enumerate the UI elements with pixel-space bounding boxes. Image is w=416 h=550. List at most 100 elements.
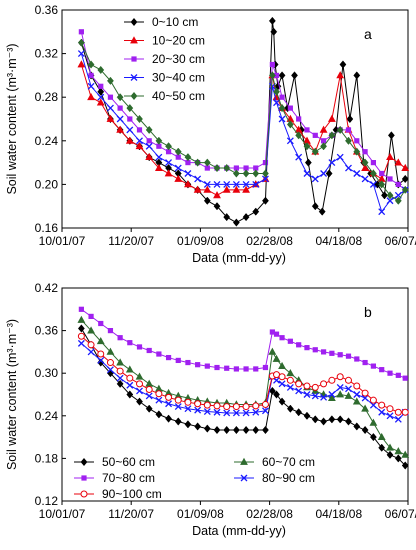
data-point <box>155 396 163 404</box>
data-point <box>154 163 163 171</box>
data-point <box>386 405 394 413</box>
data-point <box>278 397 286 406</box>
data-point <box>394 158 403 166</box>
data-point <box>165 159 173 167</box>
x-tick-label: 11/20/07 <box>108 234 154 248</box>
data-point <box>320 417 328 426</box>
data-point <box>320 380 328 388</box>
legend-label: 80~90 cm <box>262 471 315 485</box>
legend: 0~10 cm 10~20 cm 20~30 cm 30~40 cm 40~50 cm <box>124 15 205 103</box>
data-point <box>223 403 231 411</box>
data-point <box>304 345 310 351</box>
data-point <box>203 401 211 409</box>
data-point <box>77 50 85 58</box>
data-point <box>77 339 85 347</box>
series-4 <box>77 332 409 416</box>
data-point <box>145 386 153 394</box>
data-point <box>272 354 281 362</box>
data-point <box>185 359 191 366</box>
data-point <box>127 116 133 122</box>
data-point <box>362 359 368 366</box>
data-point <box>395 181 401 187</box>
data-point <box>213 202 221 211</box>
data-point <box>278 380 286 388</box>
legend-marker <box>240 474 248 482</box>
data-point <box>262 169 269 178</box>
data-point <box>145 404 153 413</box>
data-point <box>136 397 143 406</box>
data-point <box>378 443 386 452</box>
data-point <box>353 422 361 431</box>
data-point <box>369 433 377 442</box>
y-tick-label: 0.36 <box>35 3 59 17</box>
y-tick-label: 0.24 <box>35 134 59 148</box>
data-point <box>233 165 239 171</box>
data-point <box>378 208 386 216</box>
data-point <box>369 418 378 426</box>
data-point <box>336 373 344 381</box>
data-point <box>387 131 395 140</box>
y-axis-label: Soil water content (m³·m⁻³) <box>5 43 19 194</box>
data-point <box>270 27 278 36</box>
data-point <box>98 83 104 89</box>
y-tick-label: 0.18 <box>35 451 59 465</box>
data-point <box>320 142 328 151</box>
data-point <box>319 125 328 133</box>
data-point <box>325 169 333 178</box>
data-point <box>370 160 376 166</box>
data-point <box>354 138 360 144</box>
x-tick-label: 06/07/08 <box>385 507 416 521</box>
data-point <box>361 158 369 167</box>
legend-marker <box>130 74 138 81</box>
data-point <box>126 104 134 113</box>
data-point <box>269 329 275 335</box>
data-point <box>165 354 172 361</box>
panel-label: b <box>364 304 372 320</box>
data-point <box>395 372 401 378</box>
data-point <box>184 405 192 413</box>
data-point <box>278 104 286 113</box>
plot-frame <box>61 287 409 502</box>
data-point <box>223 213 231 222</box>
data-point <box>242 213 250 222</box>
legend-label: 30~40 cm <box>152 71 205 85</box>
legend-marker <box>130 91 138 101</box>
data-point <box>379 170 385 177</box>
data-point <box>116 125 125 133</box>
data-point <box>402 375 408 381</box>
data-point <box>361 163 370 171</box>
data-point <box>304 127 310 133</box>
data-point <box>311 383 319 391</box>
data-point <box>311 392 319 400</box>
data-point <box>278 373 286 381</box>
data-point <box>401 450 410 458</box>
data-point <box>344 391 353 399</box>
data-point <box>242 180 250 188</box>
series-3 <box>77 339 409 423</box>
x-tick-label: 10/01/07 <box>39 507 86 521</box>
data-point <box>242 425 250 435</box>
data-point <box>242 403 250 411</box>
plot-frame <box>61 9 409 229</box>
data-point <box>126 374 134 382</box>
series-4 <box>77 38 409 205</box>
y-tick-label: 0.16 <box>35 221 59 235</box>
data-point <box>213 425 221 435</box>
data-point <box>386 443 394 451</box>
data-point <box>295 380 303 388</box>
data-point <box>193 185 202 193</box>
data-point <box>369 180 377 188</box>
data-point <box>312 347 318 353</box>
data-point <box>242 409 250 417</box>
legend-label: 60~70 cm <box>262 455 315 469</box>
y-axis-label: Soil water content (m³·m⁻³) <box>5 319 19 470</box>
data-point <box>320 349 327 355</box>
data-point <box>77 60 86 68</box>
y-tick-label: 0.42 <box>35 281 59 295</box>
data-point <box>136 114 143 124</box>
data-point <box>386 191 394 200</box>
data-point <box>203 185 212 193</box>
data-point <box>369 169 377 178</box>
data-point <box>116 93 124 102</box>
